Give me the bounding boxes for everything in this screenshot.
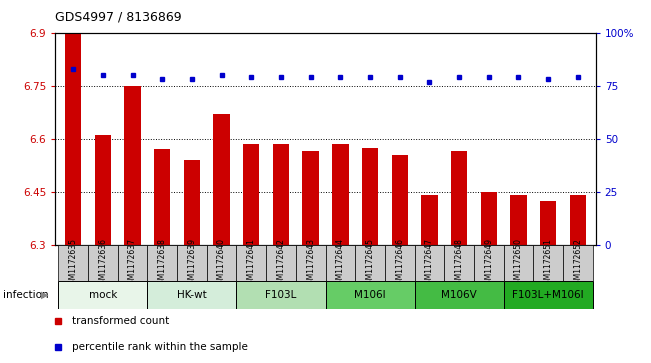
Text: mock: mock	[89, 290, 117, 300]
Bar	[480, 192, 497, 245]
Bar	[177, 245, 207, 281]
Text: F103L: F103L	[265, 290, 297, 300]
Bar	[415, 245, 444, 281]
Bar	[385, 245, 415, 281]
Text: GSM1172636: GSM1172636	[98, 238, 107, 289]
Bar	[59, 245, 88, 281]
Bar	[504, 245, 533, 281]
Text: M106I: M106I	[354, 290, 386, 300]
Bar	[421, 195, 437, 245]
Bar	[296, 245, 326, 281]
Bar	[332, 144, 348, 245]
Bar	[88, 245, 118, 281]
Bar	[273, 144, 289, 245]
Bar	[326, 281, 415, 309]
Bar	[533, 245, 563, 281]
Bar	[415, 281, 504, 309]
Bar	[154, 150, 171, 245]
Bar	[540, 201, 557, 245]
Bar	[147, 281, 236, 309]
Bar	[118, 245, 147, 281]
Text: GSM1172650: GSM1172650	[514, 238, 523, 289]
Text: GSM1172645: GSM1172645	[365, 238, 374, 289]
Bar	[184, 160, 200, 245]
Text: GSM1172637: GSM1172637	[128, 238, 137, 289]
Bar	[391, 155, 408, 245]
Text: GSM1172643: GSM1172643	[306, 238, 315, 289]
Text: infection: infection	[3, 290, 49, 300]
Bar	[214, 114, 230, 245]
Text: GSM1172648: GSM1172648	[454, 238, 464, 289]
Text: GSM1172646: GSM1172646	[395, 238, 404, 289]
Bar	[355, 245, 385, 281]
Text: GSM1172638: GSM1172638	[158, 238, 167, 289]
Bar	[124, 86, 141, 245]
Bar	[65, 33, 81, 245]
Text: GSM1172640: GSM1172640	[217, 238, 226, 289]
Bar	[207, 245, 236, 281]
Text: HK-wt: HK-wt	[177, 290, 207, 300]
Bar	[266, 245, 296, 281]
Text: GSM1172647: GSM1172647	[425, 238, 434, 289]
Bar	[504, 281, 592, 309]
Text: GSM1172635: GSM1172635	[68, 238, 77, 289]
Text: F103L+M106I: F103L+M106I	[512, 290, 584, 300]
Bar	[451, 151, 467, 245]
Bar	[570, 195, 586, 245]
Bar	[236, 245, 266, 281]
Bar	[303, 151, 319, 245]
Text: GSM1172639: GSM1172639	[187, 238, 197, 289]
Text: M106V: M106V	[441, 290, 477, 300]
Text: GSM1172651: GSM1172651	[544, 238, 553, 289]
Bar	[236, 281, 326, 309]
Text: GSM1172649: GSM1172649	[484, 238, 493, 289]
Bar	[362, 148, 378, 245]
Bar	[147, 245, 177, 281]
Bar	[94, 135, 111, 245]
Text: transformed count: transformed count	[72, 316, 169, 326]
Text: GSM1172641: GSM1172641	[247, 238, 256, 289]
Text: GSM1172642: GSM1172642	[277, 238, 286, 289]
Text: ▶: ▶	[41, 290, 49, 300]
Text: GDS4997 / 8136869: GDS4997 / 8136869	[55, 11, 182, 24]
Bar	[326, 245, 355, 281]
Bar	[59, 281, 147, 309]
Bar	[563, 245, 592, 281]
Bar	[510, 195, 527, 245]
Bar	[243, 144, 260, 245]
Text: percentile rank within the sample: percentile rank within the sample	[72, 342, 247, 352]
Text: GSM1172644: GSM1172644	[336, 238, 345, 289]
Bar	[444, 245, 474, 281]
Bar	[474, 245, 504, 281]
Text: GSM1172652: GSM1172652	[574, 238, 583, 289]
